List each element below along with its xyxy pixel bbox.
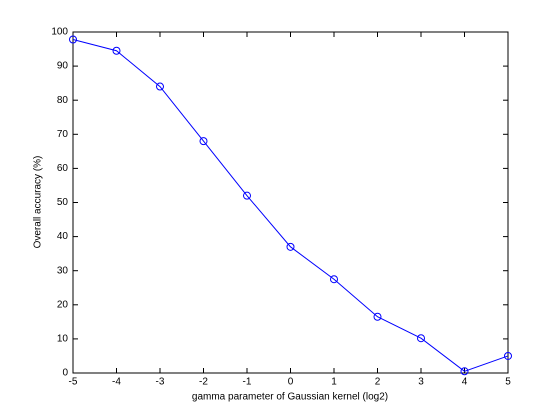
data-point bbox=[199, 137, 208, 146]
y-axis-label: Overall accuracy (%) bbox=[33, 156, 44, 249]
y-tick-label: 20 bbox=[57, 299, 69, 310]
y-tick-label: 70 bbox=[57, 129, 69, 140]
y-tick-label: 90 bbox=[57, 61, 69, 72]
x-tick-label: -3 bbox=[156, 377, 165, 388]
data-point bbox=[286, 242, 295, 251]
x-tick-label: 2 bbox=[375, 377, 381, 388]
data-point bbox=[373, 312, 382, 321]
x-tick-label: 4 bbox=[462, 377, 468, 388]
y-tick-label: 0 bbox=[62, 368, 68, 379]
y-tick-label: 100 bbox=[51, 27, 68, 38]
data-point bbox=[417, 334, 425, 343]
x-tick-label: 1 bbox=[331, 377, 337, 388]
y-tick-label: 80 bbox=[57, 95, 69, 106]
y-tick-label: 40 bbox=[57, 231, 69, 242]
x-tick-label: 3 bbox=[418, 377, 424, 388]
y-tick-label: 60 bbox=[57, 163, 69, 174]
x-tick-label: -5 bbox=[69, 377, 78, 388]
data-point bbox=[243, 191, 251, 200]
x-tick-label: 0 bbox=[288, 377, 294, 388]
data-point bbox=[112, 46, 121, 55]
x-tick-label: 5 bbox=[505, 377, 511, 388]
y-tick-label: 50 bbox=[57, 197, 69, 208]
x-tick-label: -2 bbox=[199, 377, 208, 388]
y-tick-label: 30 bbox=[57, 265, 69, 276]
data-point bbox=[69, 35, 77, 44]
x-tick-label: -1 bbox=[243, 377, 252, 388]
x-tick-label: -4 bbox=[112, 377, 121, 388]
data-point bbox=[156, 82, 164, 91]
data-point bbox=[504, 351, 512, 360]
data-point bbox=[330, 275, 338, 284]
data-line bbox=[72, 39, 509, 372]
y-tick-label: 10 bbox=[57, 334, 69, 345]
x-axis-label: gamma parameter of Gaussian kernel (log2… bbox=[192, 392, 388, 403]
axes-box bbox=[72, 31, 509, 374]
data-point bbox=[460, 367, 469, 376]
